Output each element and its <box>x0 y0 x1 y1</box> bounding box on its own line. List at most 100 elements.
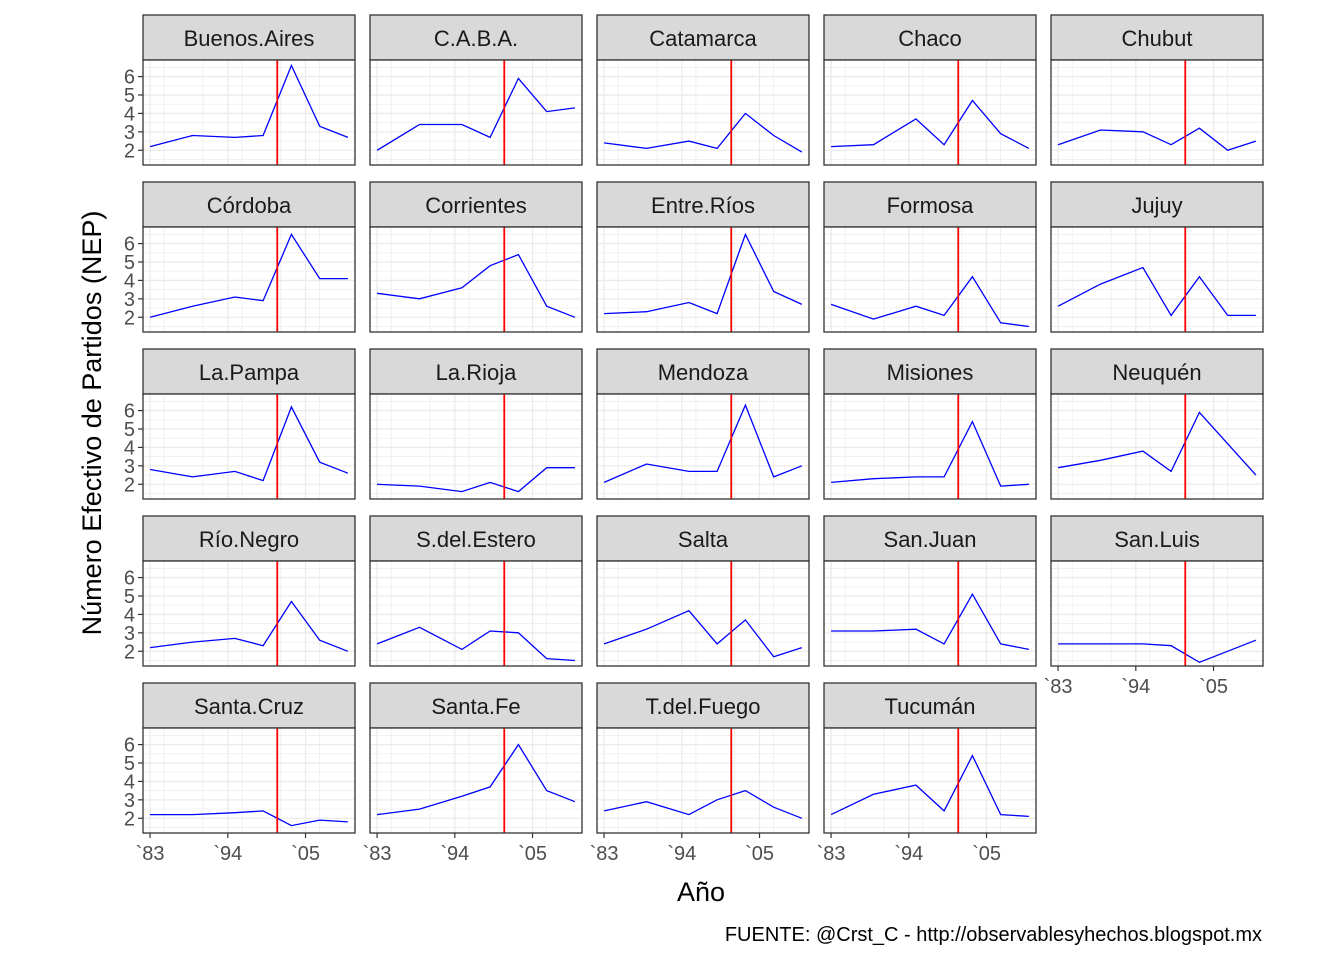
series-line-r-o-negro <box>150 600 349 652</box>
x-tick-label: `05 <box>1199 676 1228 698</box>
panel-border <box>142 560 356 667</box>
panel-title: Neuquén <box>1112 360 1201 385</box>
panel-title: La.Rioja <box>436 360 517 385</box>
y-tick-label: 3 <box>124 456 135 478</box>
panel-border <box>1050 226 1264 333</box>
plot-background <box>824 728 1036 833</box>
panel-title: Río.Negro <box>199 527 299 552</box>
y-tick-label: 4 <box>124 270 135 292</box>
panel-title: Chaco <box>898 26 962 51</box>
x-tick-label: `94 <box>667 843 696 865</box>
panel-title: Buenos.Aires <box>184 26 315 51</box>
x-tick-label: `83 <box>817 843 846 865</box>
y-tick-label: 6 <box>124 234 135 256</box>
series-line-la-rioja <box>377 467 575 493</box>
y-tick-label: 6 <box>124 67 135 89</box>
x-tick-label: `83 <box>363 843 392 865</box>
plot-background <box>143 60 355 165</box>
y-tick-label: 3 <box>124 289 135 311</box>
x-tick-label: `05 <box>972 843 1001 865</box>
panel-title: Santa.Fe <box>431 694 520 719</box>
panel-strip <box>596 14 810 61</box>
y-tick-label: 6 <box>124 401 135 423</box>
series-line-la-pampa <box>149 405 349 482</box>
panel-title: Corrientes <box>425 193 526 218</box>
panel-mendoza: Mendoza <box>596 348 810 500</box>
panel-border <box>823 560 1037 667</box>
panel-title: Misiones <box>887 360 974 385</box>
x-tick-label: `05 <box>291 843 320 865</box>
y-tick-label: 4 <box>124 437 135 459</box>
y-tick-label: 2 <box>124 140 135 162</box>
series-line-buenos-aires <box>149 63 349 148</box>
y-tick-label: 5 <box>124 85 135 107</box>
series-line-mendoza <box>603 403 803 483</box>
panel-strip <box>142 348 356 395</box>
y-tick-label: 5 <box>124 419 135 441</box>
y-tick-label: 2 <box>124 808 135 830</box>
series-line-entre-r-os <box>604 232 803 315</box>
panel-strip <box>1050 515 1264 562</box>
panel-title: San.Juan <box>884 527 977 552</box>
panel-strip <box>596 348 810 395</box>
series-line-chubut <box>1057 127 1257 152</box>
y-tick-label: 4 <box>124 103 135 125</box>
panel-t-del-fuego: T.del.Fuego `83 `94 `05 <box>590 682 810 865</box>
series-line-salta <box>603 609 803 658</box>
panel-border <box>142 226 356 333</box>
panel-title: C.A.B.A. <box>434 26 518 51</box>
panel-santa-fe: Santa.Fe `83 `94 `05 <box>363 682 583 865</box>
series-line-santa-fe <box>377 743 576 816</box>
panel-strip <box>1050 348 1264 395</box>
panel-s-del-estero: S.del.Estero <box>369 515 583 667</box>
y-tick-label: 2 <box>124 641 135 663</box>
y-tick-label: 2 <box>124 307 135 329</box>
panel-neuqu-n: Neuquén <box>1050 348 1264 500</box>
panel-title: Catamarca <box>649 26 757 51</box>
panel-strip <box>823 181 1037 228</box>
plot-background <box>597 227 809 332</box>
panel-strip <box>142 682 356 729</box>
plot-background <box>597 394 809 499</box>
y-tick-label: 3 <box>124 790 135 812</box>
panel-title: Formosa <box>887 193 975 218</box>
plot-background <box>143 394 355 499</box>
plot-background <box>1051 227 1263 332</box>
panel-corrientes: Corrientes <box>369 181 583 333</box>
panel-title: S.del.Estero <box>416 527 536 552</box>
panel-misiones: Misiones <box>823 348 1037 500</box>
panel-strip <box>596 181 810 228</box>
panel-strip <box>142 515 356 562</box>
panel-border <box>1050 59 1264 166</box>
panel-title: Córdoba <box>207 193 292 218</box>
y-tick-label: 6 <box>124 568 135 590</box>
panel-border <box>369 393 583 500</box>
x-tick-label: `94 <box>894 843 923 865</box>
panel-entre-r-os: Entre.Ríos <box>596 181 810 333</box>
plot-background <box>370 227 582 332</box>
panel-strip <box>823 515 1037 562</box>
series-line-t-del-fuego <box>603 789 803 819</box>
panel-border <box>142 59 356 166</box>
panel-san-juan: San.Juan <box>823 515 1037 667</box>
series-line-santa-cruz <box>150 810 348 827</box>
x-tick-label: `94 <box>440 843 469 865</box>
panel-la-rioja: La.Rioja <box>369 348 583 500</box>
series-line-c-rdoba <box>149 233 348 318</box>
panel-title: Mendoza <box>658 360 749 385</box>
panel-catamarca: Catamarca <box>596 14 810 166</box>
plot-background <box>824 561 1036 666</box>
panel-strip <box>823 348 1037 395</box>
series-line-s-del-estero <box>376 626 575 662</box>
y-tick-label: 4 <box>124 771 135 793</box>
y-tick-label: 4 <box>124 604 135 626</box>
series-line-san-luis <box>1058 639 1257 664</box>
y-tick-label: 3 <box>124 623 135 645</box>
plot-background <box>370 561 582 666</box>
plot-background <box>1051 394 1263 499</box>
plot-background <box>824 394 1036 499</box>
